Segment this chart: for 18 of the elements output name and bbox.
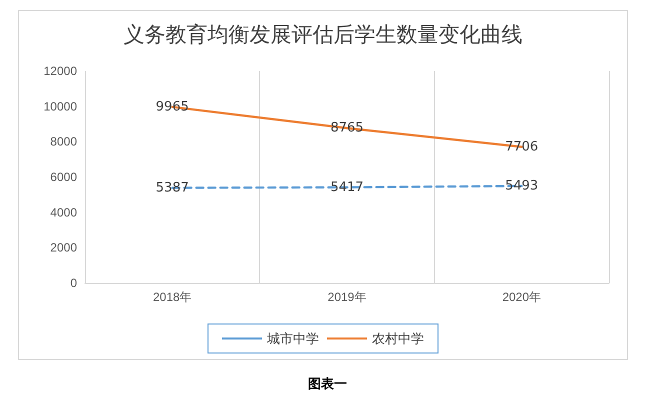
y-tick-label: 8000 bbox=[50, 134, 78, 149]
text: 图表一 bbox=[307, 376, 348, 393]
y-tick-label: 10000 bbox=[44, 99, 78, 114]
x-tick-label: 2019年 bbox=[328, 290, 366, 304]
y-tick-label: 2000 bbox=[50, 240, 78, 255]
chart-title: 义务教育均衡发展评估后学生数量变化曲线 bbox=[124, 22, 522, 46]
legend-label: 城市中学 bbox=[266, 331, 319, 346]
y-tick-label: 6000 bbox=[50, 170, 78, 184]
data-label: 7706 bbox=[505, 139, 538, 154]
y-tick-label: 12000 bbox=[44, 64, 78, 78]
legend-label: 农村中学 bbox=[372, 331, 424, 346]
x-tick-label: 2020年 bbox=[502, 290, 542, 304]
y-tick-label: 0 bbox=[70, 276, 78, 290]
data-label: 9965 bbox=[156, 99, 189, 114]
data-label: 5493 bbox=[505, 178, 538, 194]
x-tick-label: 2018年 bbox=[152, 290, 192, 304]
y-tick-label: 4000 bbox=[50, 205, 78, 220]
data-label: 5387 bbox=[156, 180, 189, 196]
